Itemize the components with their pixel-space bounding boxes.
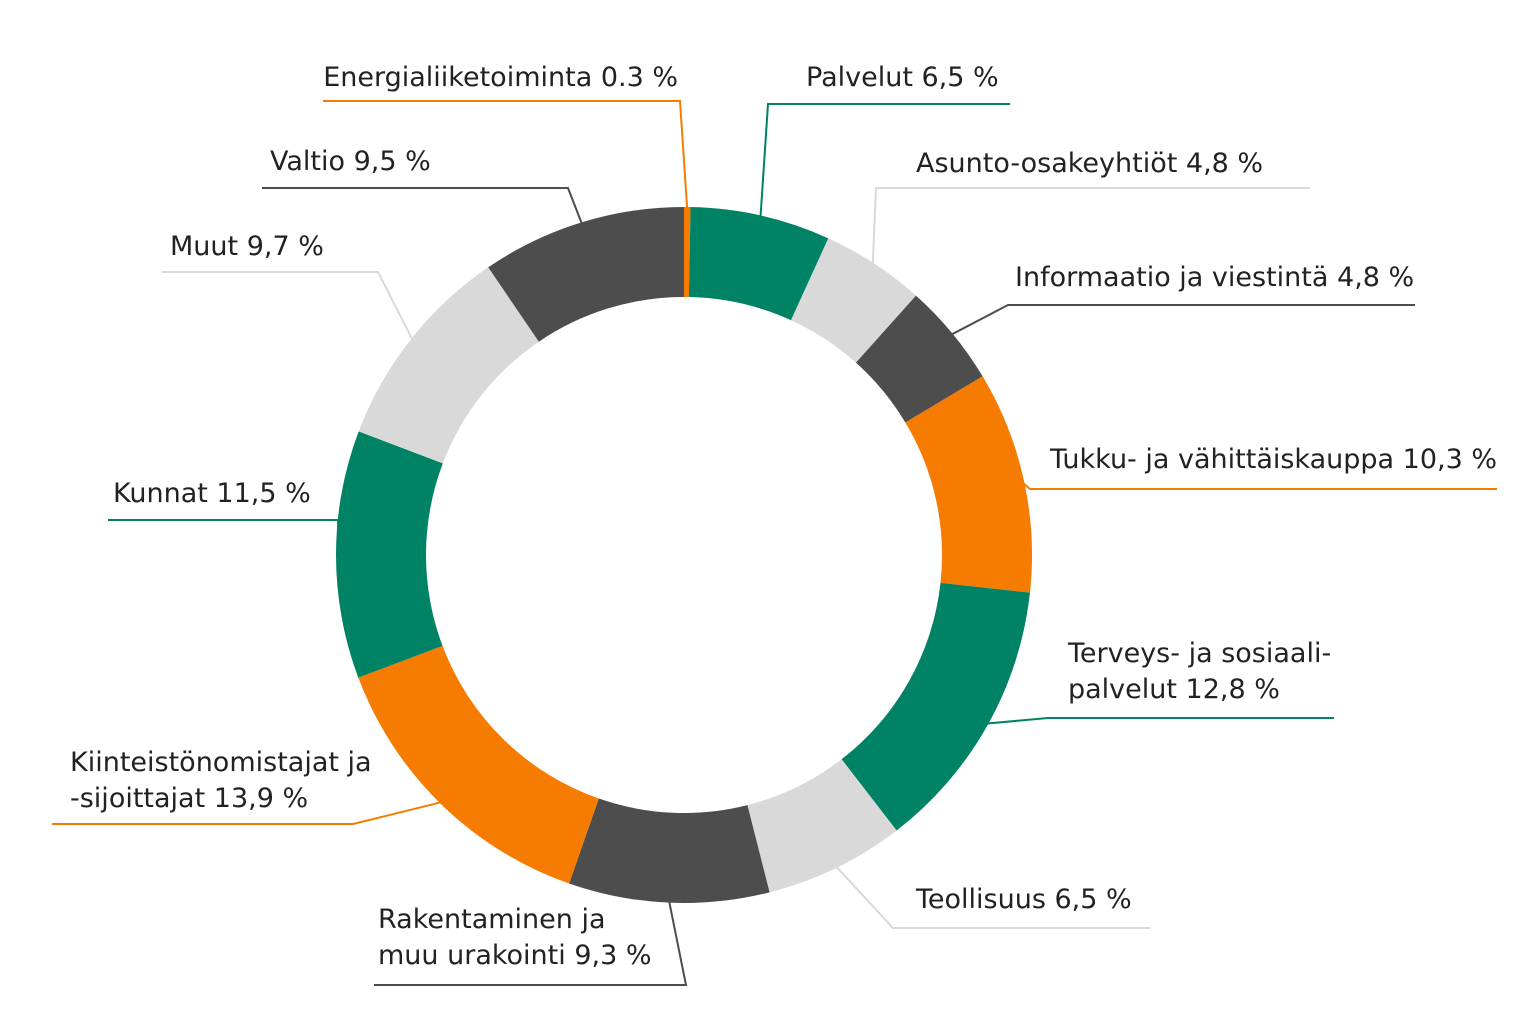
leader-line-5 (984, 717, 1334, 725)
slice-label-9: Kunnat 11,5 % (113, 478, 311, 509)
slice-label-11: Valtio 9,5 % (270, 146, 431, 177)
slice-3 (855, 295, 983, 423)
leader-line-9 (108, 519, 341, 555)
slice-label-8: Kiinteistönomistajat ja -sijoittajat 13,9… (70, 747, 372, 814)
slice-label-3: Informaatio ja viestintä 4,8 % (1015, 262, 1414, 293)
leader-line-4 (1020, 480, 1497, 490)
slice-9 (335, 431, 443, 678)
slice-label-7: Rakentaminen ja muu urakointi 9,3 % (378, 904, 652, 971)
slice-label-6: Teollisuus 6,5 % (915, 884, 1132, 915)
leader-lines (52, 100, 1497, 986)
slice-0 (684, 207, 691, 298)
slice-8 (358, 645, 599, 884)
slice-labels: Energialiiketoiminta 0.3 % Palvelut 6,5 %… (70, 62, 1497, 971)
slice-5 (841, 582, 1030, 831)
leader-line-2 (871, 187, 1310, 267)
slice-label-1: Palvelut 6,5 % (806, 62, 999, 93)
slice-11 (488, 207, 684, 342)
slice-label-10: Muut 9,7 % (170, 231, 324, 262)
slice-6 (747, 759, 897, 893)
leader-line-0 (323, 100, 689, 211)
slice-label-5: Terveys- ja sosiaali-palvelut 12,8 % (1067, 638, 1331, 705)
leader-line-11 (262, 187, 584, 226)
slice-1 (688, 207, 829, 321)
leader-line-1 (759, 103, 1010, 219)
leader-line-10 (162, 271, 415, 342)
slice-label-4: Tukku- ja vähittäiskauppa 10,3 % (1049, 444, 1497, 475)
leader-line-8 (52, 800, 444, 825)
leader-line-3 (949, 304, 1415, 337)
slice-10 (358, 267, 539, 464)
leader-line-6 (834, 864, 1150, 929)
slice-label-2: Asunto-osakeyhtiöt 4,8 % (916, 148, 1263, 179)
slice-2 (791, 238, 916, 363)
donut-slices (335, 207, 1032, 904)
leader-line-7 (374, 899, 688, 986)
slice-4 (905, 376, 1032, 593)
slice-label-0: Energialiiketoiminta 0.3 % (323, 62, 678, 93)
slice-7 (569, 798, 770, 904)
